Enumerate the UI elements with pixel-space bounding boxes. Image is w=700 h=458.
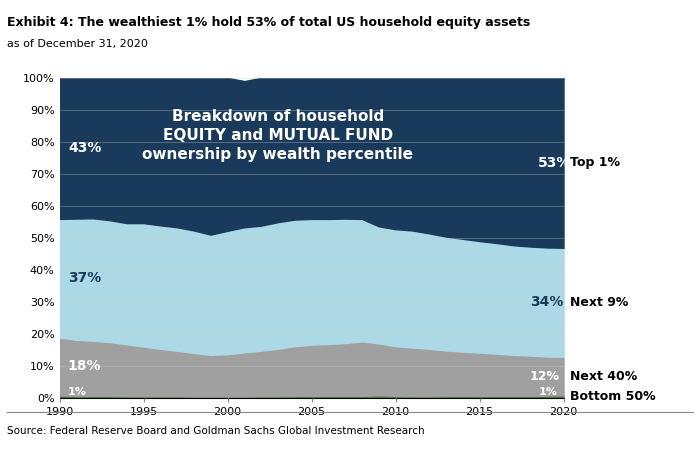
Text: 1%: 1% [538,387,557,397]
Text: Next 40%: Next 40% [570,370,638,382]
Text: EQUITY and MUTUAL FUND: EQUITY and MUTUAL FUND [163,128,393,143]
Text: 18%: 18% [68,360,102,373]
Text: Breakdown of household: Breakdown of household [172,109,384,124]
Text: Bottom 50%: Bottom 50% [570,390,656,403]
Text: 53%: 53% [538,156,572,170]
Text: Next 9%: Next 9% [570,296,629,309]
Text: Top 1%: Top 1% [570,156,620,169]
Text: 12%: 12% [530,370,560,382]
Text: as of December 31, 2020: as of December 31, 2020 [7,39,148,49]
Text: Exhibit 4: The wealthiest 1% hold 53% of total US household equity assets: Exhibit 4: The wealthiest 1% hold 53% of… [7,16,531,29]
Text: 34%: 34% [530,295,564,309]
Text: 37%: 37% [68,271,102,285]
Text: ownership by wealth percentile: ownership by wealth percentile [142,147,414,162]
Text: 1%: 1% [68,387,87,397]
Text: Source: Federal Reserve Board and Goldman Sachs Global Investment Research: Source: Federal Reserve Board and Goldma… [7,426,425,436]
Text: 43%: 43% [68,142,102,155]
